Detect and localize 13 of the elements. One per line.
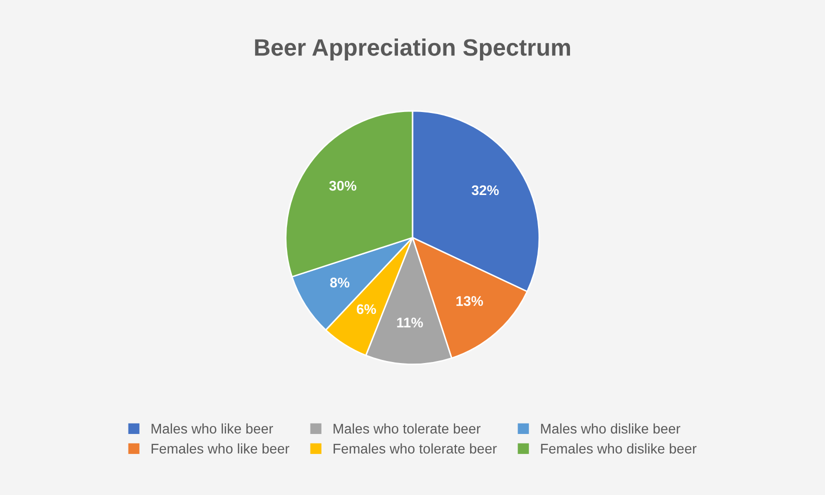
data-label: 6%: [356, 304, 376, 314]
chart-title: Beer Appreciation Spectrum: [255, 38, 570, 61]
legend-label: Females who like beer: [152, 443, 290, 454]
legend-label: Males who dislike beer: [541, 423, 680, 434]
data-label: 32%: [472, 185, 499, 196]
legend-label: Females who dislike beer: [541, 443, 696, 454]
data-label: 11%: [397, 318, 423, 328]
data-label: 8%: [330, 278, 350, 288]
data-label: 30%: [329, 180, 356, 191]
legend-label: Females who tolerate beer: [334, 443, 497, 454]
legend-label: Males who like beer: [152, 423, 274, 434]
data-label: 13%: [456, 296, 484, 306]
legend-label: Males who tolerate beer: [334, 423, 481, 434]
